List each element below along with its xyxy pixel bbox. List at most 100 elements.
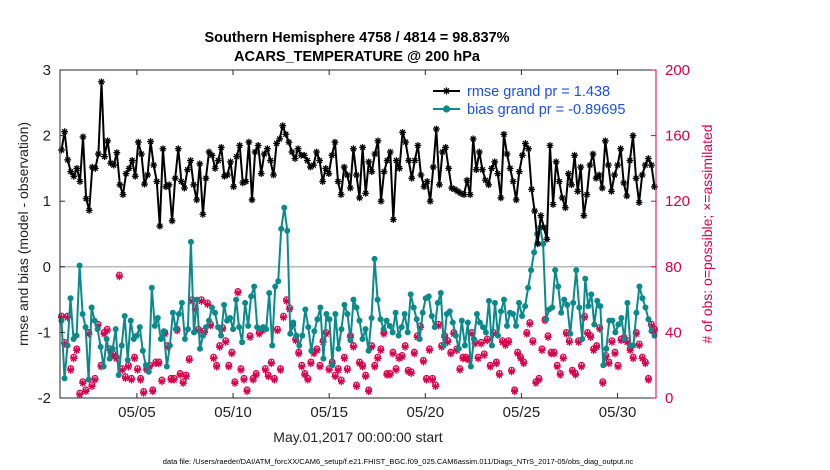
rmse-point [245,138,253,146]
rmse-point [632,174,640,182]
rmse-point [211,165,219,172]
rmse-point [518,151,526,159]
rmse-point [187,157,194,164]
bias-point [365,347,372,354]
obs-assimilated-marker [127,376,136,384]
obs-assimilated-marker [520,359,528,368]
obs-assimilated-marker [629,355,637,363]
obs-assimilated-marker [70,355,78,363]
rmse-point [500,130,508,138]
rmse-point [577,163,585,171]
rmse-point [319,178,327,185]
obs-assimilated-marker [279,314,288,322]
bias-point [242,299,249,306]
x-tick-label: 05/15 [310,404,348,421]
bias-point [193,296,200,303]
obs-assimilated-marker [301,371,309,379]
obs-assimilated-marker [380,330,388,338]
rmse-point [64,156,72,164]
obs-assimilated-marker [225,363,233,371]
rmse-point [300,151,308,159]
obs-assimilated-marker [538,346,546,355]
obs-assimilated-marker [386,371,394,379]
obs-assimilated-marker [298,363,306,371]
rmse-point [571,151,578,159]
rmse-point [340,163,348,171]
obs-assimilated-marker [118,366,126,374]
bias-point [510,311,517,318]
bias-point [603,345,610,352]
rmse-point [138,150,145,158]
rmse-point [485,181,492,189]
rmse-point [479,166,486,174]
bias-point [479,324,486,331]
bias-point [374,296,381,303]
rmse-point [494,170,502,178]
bias-point [491,299,498,306]
rmse-point [374,137,382,145]
obs-assimilated-marker [535,376,543,384]
x-tick-label: 05/05 [118,404,156,421]
obs-assimilated-marker [343,366,351,374]
rmse-point [580,212,588,220]
rmse-point [199,210,207,218]
bias-point [326,316,333,323]
bias-point [594,297,601,304]
bias-point [230,326,237,333]
bias-point [133,332,140,339]
bias-point [88,304,95,311]
rmse-point [248,196,256,204]
legend-box [428,79,648,121]
bias-point [413,316,420,323]
rmse-point [408,174,416,182]
obs-assimilated-marker [73,346,81,355]
rmse-point [522,140,529,147]
bias-point [233,296,240,303]
bias-point [464,319,471,326]
obs-assimilated-marker [577,363,586,371]
obs-assimilated-marker [407,369,415,377]
obs-assimilated-marker [203,300,212,309]
obs-assimilated-marker [431,382,440,391]
obs-assimilated-marker [377,346,385,355]
obs-assimilated-marker [155,359,163,368]
bias-point [485,297,492,304]
rmse-point [190,181,198,189]
chart-title: Southern Hemisphere 4758 / 4814 = 98.837… [204,30,509,46]
obs-assimilated-marker [401,343,409,351]
bias-point [145,368,152,375]
rmse-point [270,171,277,179]
rmse-point [442,144,449,151]
obs-assimilated-marker [176,371,184,379]
rmse-point [343,171,351,179]
rmse-point [58,146,65,154]
rmse-point [629,132,637,139]
rmse-point [436,181,443,189]
obs-assimilated-marker [614,363,622,371]
rmse-point [463,176,471,184]
bias-point [212,309,219,316]
bias-point [142,362,149,369]
bias-point [278,225,285,232]
rmse-point [595,171,603,179]
legend-rmse-marker [442,87,451,95]
bias-point [609,317,616,324]
rmse-point [583,191,591,199]
bias-point [470,335,477,342]
bias-point [169,309,176,316]
bias-point [218,332,225,339]
rmse-point [251,148,259,156]
obs-assimilated-marker [76,391,84,399]
bias-point [136,324,143,331]
obs-assimilated-marker [419,358,427,366]
bias-point [500,296,507,303]
bias-point [148,284,155,291]
bias-point [624,299,631,306]
bias-point [392,309,399,316]
bias-point [350,296,357,303]
obs-assimilated-marker [425,346,434,355]
rmse-point [337,191,345,199]
bias-point [314,316,321,323]
obs-assimilated-marker [158,378,166,386]
